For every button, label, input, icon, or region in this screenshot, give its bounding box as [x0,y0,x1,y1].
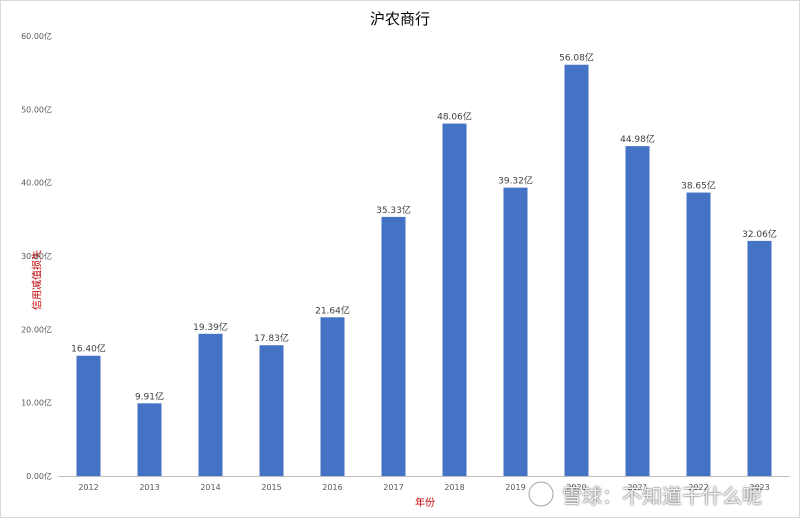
bar [259,345,284,476]
data-label: 16.40亿 [71,343,106,355]
bar [76,355,101,476]
data-label: 9.91亿 [135,390,164,402]
bar [320,317,345,476]
data-label: 32.06亿 [742,228,777,240]
chart-title: 沪农商行 [369,10,430,28]
x-tick-label: 2023 [749,483,769,492]
bar [381,216,406,476]
watermark-text: 雪球：不知道干什么呢 [562,483,762,508]
x-tick-label: 2021 [627,483,647,492]
data-label: 17.83亿 [254,332,289,344]
data-label: 38.65亿 [681,180,716,192]
y-tick-label: 10.00亿 [21,398,52,408]
data-label: 35.33亿 [376,204,411,216]
bar [442,123,467,476]
bar [686,192,711,477]
bar [747,240,772,476]
data-label: 48.06亿 [437,111,472,123]
y-tick-label: 30.00亿 [21,251,52,261]
x-tick-label: 2018 [444,483,464,492]
x-tick-label: 2013 [139,483,159,492]
x-tick-label: 2014 [200,483,220,492]
x-tick-label: 2015 [261,483,281,492]
x-tick-label: 2019 [505,483,525,492]
x-tick-label: 2012 [78,483,98,492]
x-tick-label: 2020 [566,483,586,492]
x-tick-label: 2017 [383,483,403,492]
data-label: 44.98亿 [620,133,655,145]
y-tick-label: 50.00亿 [21,104,52,114]
data-label: 19.39亿 [193,321,228,333]
watermark: 雪球：不知道干什么呢 [526,478,788,510]
bar [564,64,589,476]
bar [503,187,528,477]
snowball-logo-icon [527,480,555,508]
x-axis-title: 年份 [415,498,435,509]
y-tick-label: 0.00亿 [26,471,52,481]
data-label: 39.32亿 [498,175,533,187]
bar [198,333,223,476]
bar [625,146,650,476]
y-tick-label: 20.00亿 [21,324,52,334]
data-label: 21.64亿 [315,304,350,316]
bar [137,403,162,476]
y-tick-label: 60.00亿 [21,31,52,41]
y-tick-label: 40.00亿 [21,178,52,188]
x-tick-label: 2016 [322,483,342,492]
data-label: 56.08亿 [559,52,594,64]
x-tick-label: 2022 [688,483,708,492]
